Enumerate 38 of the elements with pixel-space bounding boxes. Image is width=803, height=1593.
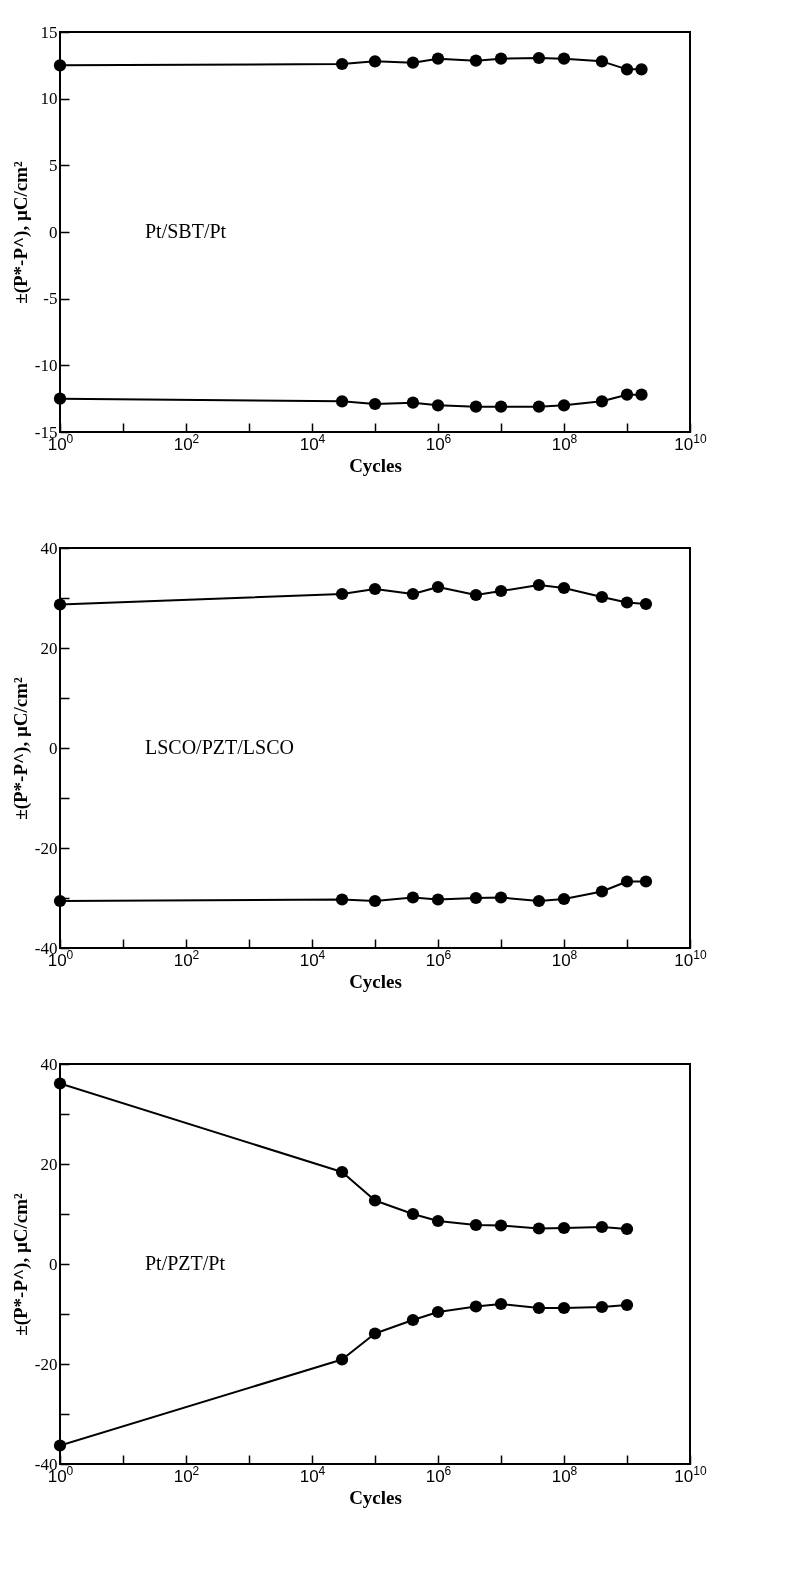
y-tick-label: 20 [40, 638, 58, 658]
y-tick-label: 10 [40, 89, 58, 109]
x-axis-title: Cycles [349, 970, 402, 992]
y-tick-label: 15 [40, 22, 58, 42]
x-tick-label: 10$^{8}$ [551, 947, 578, 970]
x-tick-label: 10$^{6}$ [425, 1463, 452, 1486]
y-tick-label: 40 [40, 1054, 58, 1074]
x-tick-label: 10$^{6}$ [425, 947, 452, 970]
x-tick-label: 10$^{10}$ [674, 947, 707, 970]
y-tick-label: -20 [34, 1354, 58, 1374]
y-axis-title: ±(P*-P^), µC/cm² [9, 160, 32, 304]
x-tick-label: 10$^{2}$ [173, 947, 200, 970]
y-tick-label: -10 [34, 355, 58, 375]
y-axis-title: ±(P*-P^), µC/cm² [9, 1192, 32, 1336]
y-tick-label: 0 [49, 738, 58, 758]
annotation: Pt/PZT/Pt [145, 1252, 226, 1274]
x-tick-label: 10$^{4}$ [299, 431, 326, 454]
y-tick-label: 0 [49, 1254, 58, 1274]
x-axis-title: Cycles [349, 454, 402, 476]
x-tick-label: 10$^{2}$ [173, 431, 200, 454]
y-axis-title: ±(P*-P^), µC/cm² [9, 676, 32, 820]
y-tick-label: 20 [40, 1154, 58, 1174]
y-tick-label: 5 [49, 155, 58, 175]
y-tick-label: -20 [34, 838, 58, 858]
x-axis-title: Cycles [349, 1486, 402, 1508]
x-tick-label: 10$^{6}$ [425, 431, 452, 454]
x-tick-label: 10$^{8}$ [551, 1463, 578, 1486]
annotation: Pt/SBT/Pt [145, 220, 227, 242]
x-tick-label: 10$^{8}$ [551, 431, 578, 454]
x-tick-label: 10$^{10}$ [674, 431, 707, 454]
x-tick-label: 10$^{10}$ [674, 1463, 707, 1486]
x-tick-label: 10$^{2}$ [173, 1463, 200, 1486]
y-tick-label: -5 [43, 289, 58, 309]
x-tick-label: 10$^{4}$ [299, 947, 326, 970]
y-tick-label: 40 [40, 538, 58, 558]
x-tick-label: 10$^{4}$ [299, 1463, 326, 1486]
annotation: LSCO/PZT/LSCO [145, 736, 294, 758]
y-tick-label: 0 [49, 222, 58, 242]
